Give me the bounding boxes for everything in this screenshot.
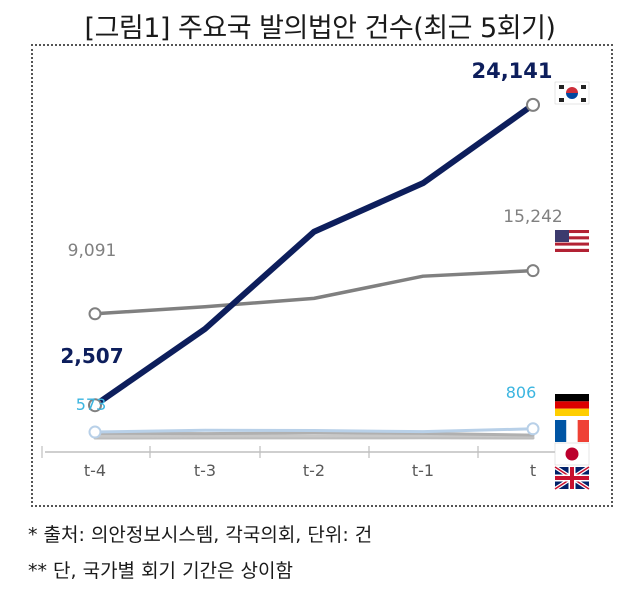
- flag-stripe: [555, 233, 589, 237]
- flag-stripe: [555, 245, 589, 249]
- series-line-flag-korea: [92, 101, 536, 409]
- trigram: [559, 98, 564, 102]
- flag-band-blue: [555, 420, 567, 442]
- flag-band-black: [555, 394, 589, 402]
- flag-germany-icon: [555, 394, 589, 416]
- x-tick-label: t-2: [303, 461, 325, 480]
- flag-sun: [565, 447, 579, 461]
- period-note: ** 단, 국가별 회기 기간은 상이함: [28, 560, 293, 582]
- flag-stripe: [555, 230, 589, 234]
- data-label-korea-last: 24,141: [471, 59, 552, 83]
- data-point: [526, 97, 540, 112]
- data-label-korea-first: 2,507: [60, 344, 123, 368]
- trigram: [581, 85, 586, 89]
- flag-stripe: [555, 236, 589, 240]
- data-label-usa-first: 9,091: [68, 241, 117, 261]
- trigram: [559, 85, 564, 89]
- data-point: [526, 422, 540, 436]
- data-point: [526, 264, 540, 278]
- flag-korea-icon: [554, 81, 590, 105]
- flag-band-red: [577, 420, 589, 442]
- flag-japan-icon: [554, 442, 590, 466]
- chart-frame: [31, 44, 613, 507]
- data-point: [88, 398, 102, 413]
- data-label-germany-last: 806: [506, 383, 537, 402]
- flag-band-red: [555, 401, 589, 409]
- source-note: * 출처: 의안정보시스템, 각국의회, 단위: 건: [28, 524, 373, 546]
- data-label-usa-last: 15,242: [503, 207, 562, 227]
- flag-canton: [555, 230, 569, 242]
- x-tick-label: t-3: [194, 461, 216, 480]
- series-line-flag-usa: [93, 268, 535, 316]
- taegeuk-blue: [566, 93, 578, 99]
- trigram: [581, 98, 586, 102]
- flag-cross-red: [555, 476, 589, 480]
- flag-usa-icon: [555, 230, 589, 252]
- data-point: [88, 307, 102, 321]
- x-tick-label: t-1: [412, 461, 434, 480]
- flag-band-white: [566, 420, 578, 442]
- flag-uk-icon: [553, 465, 591, 491]
- chart-title: [그림1] 주요국 발의법안 건수(최근 5회기): [84, 13, 556, 44]
- series-line-flag-germany: [93, 427, 535, 434]
- flag-stripe: [555, 248, 589, 252]
- flag-stripe: [555, 242, 589, 246]
- data-point: [88, 425, 102, 439]
- data-label-germany-first: 573: [76, 395, 107, 414]
- flag-band-gold: [555, 408, 589, 416]
- flag-stripe: [555, 239, 589, 243]
- x-tick-label: t: [530, 461, 536, 480]
- x-tick-label: t-4: [84, 461, 106, 480]
- flag-france-icon: [555, 420, 589, 442]
- taegeuk-red: [566, 87, 578, 93]
- series-line-flag-france: [93, 431, 535, 437]
